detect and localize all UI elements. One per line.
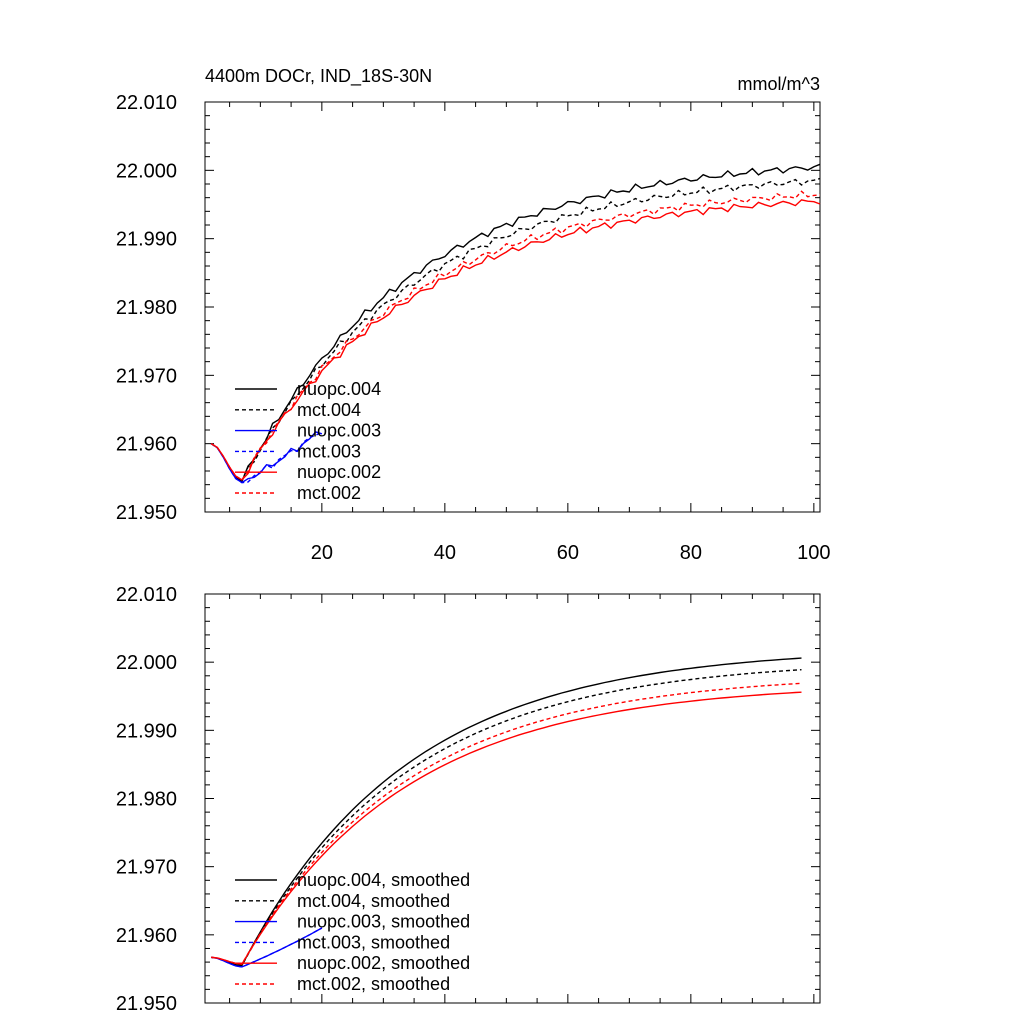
legend-label: nuopc.002, smoothed xyxy=(297,953,470,973)
y-tick-label: 21.960 xyxy=(116,925,177,947)
y-tick-label: 21.970 xyxy=(116,365,177,387)
series-line-nuopc-002 xyxy=(210,199,821,481)
series-line-nuopc-002-smoothed xyxy=(211,691,802,965)
legend-label: nuopc.003, smoothed xyxy=(297,912,470,932)
panel-smoothed: 21.950 21.960 21.970 21.980 21.990 22.000 22.0… xyxy=(116,584,821,1015)
legend-label: mct.003, smoothed xyxy=(297,932,450,952)
legend-label: mct.004 xyxy=(297,400,361,420)
series-line-mct-004 xyxy=(210,177,821,483)
legend-label: nuopc.002 xyxy=(297,462,381,482)
legend-label: nuopc.004, smoothed xyxy=(297,870,470,890)
series-line-nuopc-004 xyxy=(210,163,821,483)
series-line-mct-003-smoothed xyxy=(211,927,323,968)
x-tick-label: 60 xyxy=(557,542,579,564)
panel-raw: 21.950 21.960 21.970 21.980 21.990 22.000 22.0… xyxy=(116,66,831,564)
x-tick-label: 80 xyxy=(680,542,702,564)
y-tick-label: 21.950 xyxy=(116,993,177,1015)
series-line-mct-003 xyxy=(210,431,323,484)
legend-label: mct.003 xyxy=(297,441,361,461)
y-tick-label: 22.000 xyxy=(116,652,177,674)
series-line-mct-002-smoothed xyxy=(211,682,802,965)
legend-label: nuopc.004 xyxy=(297,379,381,399)
x-tick-label: 20 xyxy=(311,542,333,564)
y-tick-label: 22.010 xyxy=(116,92,177,114)
y-tick-label: 22.010 xyxy=(116,584,177,606)
legend-label: mct.004, smoothed xyxy=(297,891,450,911)
series-line-mct-004-smoothed xyxy=(211,669,802,967)
y-tick-label: 21.990 xyxy=(116,229,177,251)
x-tick-label: 40 xyxy=(434,542,456,564)
y-tick-label: 21.990 xyxy=(116,720,177,742)
y-tick-label: 21.960 xyxy=(116,434,177,456)
chart-title: 4400m DOCr, IND_18S-30N xyxy=(205,66,432,87)
y-tick-label: 21.970 xyxy=(116,857,177,879)
y-tick-label: 21.980 xyxy=(116,789,177,811)
legend-label: nuopc.003 xyxy=(297,421,381,441)
y-tick-label: 21.950 xyxy=(116,502,177,524)
series-line-nuopc-004-smoothed xyxy=(211,657,802,967)
legend-label: mct.002 xyxy=(297,483,361,503)
legend-label: mct.002, smoothed xyxy=(297,974,450,994)
y-tick-label: 22.000 xyxy=(116,160,177,182)
y-tick-label: 21.980 xyxy=(116,297,177,319)
x-tick-label: 100 xyxy=(797,542,830,564)
units-label: mmol/m^3 xyxy=(738,74,820,94)
